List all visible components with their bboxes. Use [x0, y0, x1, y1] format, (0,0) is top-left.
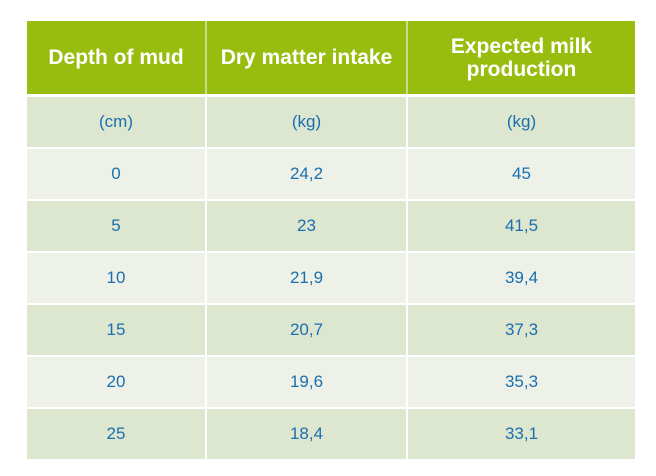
table-cell: 23	[206, 200, 408, 253]
unit-cell: (cm)	[27, 95, 207, 149]
table-cell: 20,7	[206, 304, 408, 357]
table-cell: 33,1	[407, 408, 635, 461]
table-cell: 21,9	[206, 252, 408, 305]
data-table: Depth of mud Dry matter intake Expected …	[27, 21, 635, 461]
table-cell: 5	[27, 200, 207, 253]
table-cell: 35,3	[407, 356, 635, 409]
unit-cell: (kg)	[206, 95, 408, 149]
table-cell: 0	[27, 148, 207, 201]
table-cell: 37,3	[407, 304, 635, 357]
table-row: 10 21,9 39,4	[27, 252, 635, 305]
unit-cell: (kg)	[407, 95, 635, 149]
table-cell: 15	[27, 304, 207, 357]
header-milk: Expected milk production	[407, 21, 635, 97]
table-cell: 25	[27, 408, 207, 461]
table-cell: 41,5	[407, 200, 635, 253]
table-row: 0 24,2 45	[27, 148, 635, 201]
table-row: 25 18,4 33,1	[27, 408, 635, 461]
table-cell: 19,6	[206, 356, 408, 409]
table-cell: 18,4	[206, 408, 408, 461]
table-row: 5 23 41,5	[27, 200, 635, 253]
table-row: 20 19,6 35,3	[27, 356, 635, 409]
table-cell: 10	[27, 252, 207, 305]
header-depth: Depth of mud	[27, 21, 207, 97]
table-cell: 39,4	[407, 252, 635, 305]
table-row: 15 20,7 37,3	[27, 304, 635, 357]
header-row: Depth of mud Dry matter intake Expected …	[27, 21, 635, 97]
table-cell: 24,2	[206, 148, 408, 201]
header-intake: Dry matter intake	[206, 21, 408, 97]
table-cell: 45	[407, 148, 635, 201]
units-row: (cm) (kg) (kg)	[27, 95, 635, 149]
table-cell: 20	[27, 356, 207, 409]
